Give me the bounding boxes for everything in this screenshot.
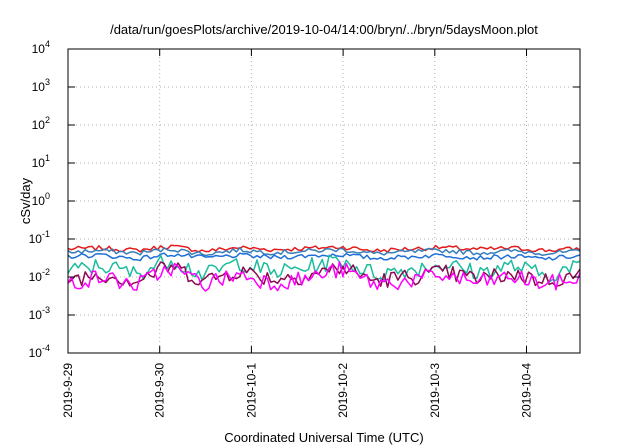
series-line: [67, 244, 581, 253]
y-tick-label: 102: [32, 115, 50, 132]
x-tick-label: 2019-10-1: [244, 363, 258, 418]
y-tick-label: 10-4: [29, 343, 50, 360]
x-axis-label: Coordinated Universal Time (UTC): [224, 430, 423, 445]
x-tick-label: 2019-10-4: [520, 363, 534, 418]
ticks: [67, 48, 580, 354]
y-tick-label: 100: [32, 191, 50, 208]
x-tick-label: 2019-9-29: [61, 363, 75, 418]
series-line: [67, 261, 581, 288]
y-tick-label: 104: [32, 39, 50, 56]
series-line: [67, 260, 581, 292]
x-tick-labels: 2019-9-29 2019-9-30 2019-10-1 2019-10-2 2019…: [61, 363, 534, 418]
x-tick-label: 2019-10-3: [428, 363, 442, 418]
x-tick-label: 2019-10-2: [336, 363, 350, 418]
y-tick-label: 103: [32, 77, 50, 94]
series-line: [67, 252, 581, 262]
y-tick-labels: 10-4 10-3 10-2 10-1 100 101 102 103 104: [29, 39, 50, 360]
chart-title: /data/run/goesPlots/archive/2019-10-04/1…: [110, 22, 538, 37]
x-tick-label: 2019-9-30: [153, 363, 167, 418]
y-tick-label: 10-2: [29, 267, 50, 284]
series-line: [67, 254, 581, 283]
series-line: [67, 246, 581, 257]
y-tick-label: 10-1: [29, 229, 50, 246]
y-tick-label: 101: [32, 153, 50, 170]
y-tick-label: 10-3: [29, 305, 50, 322]
y-axis-label: cSv/day: [18, 177, 33, 224]
series-layer: [67, 244, 581, 292]
